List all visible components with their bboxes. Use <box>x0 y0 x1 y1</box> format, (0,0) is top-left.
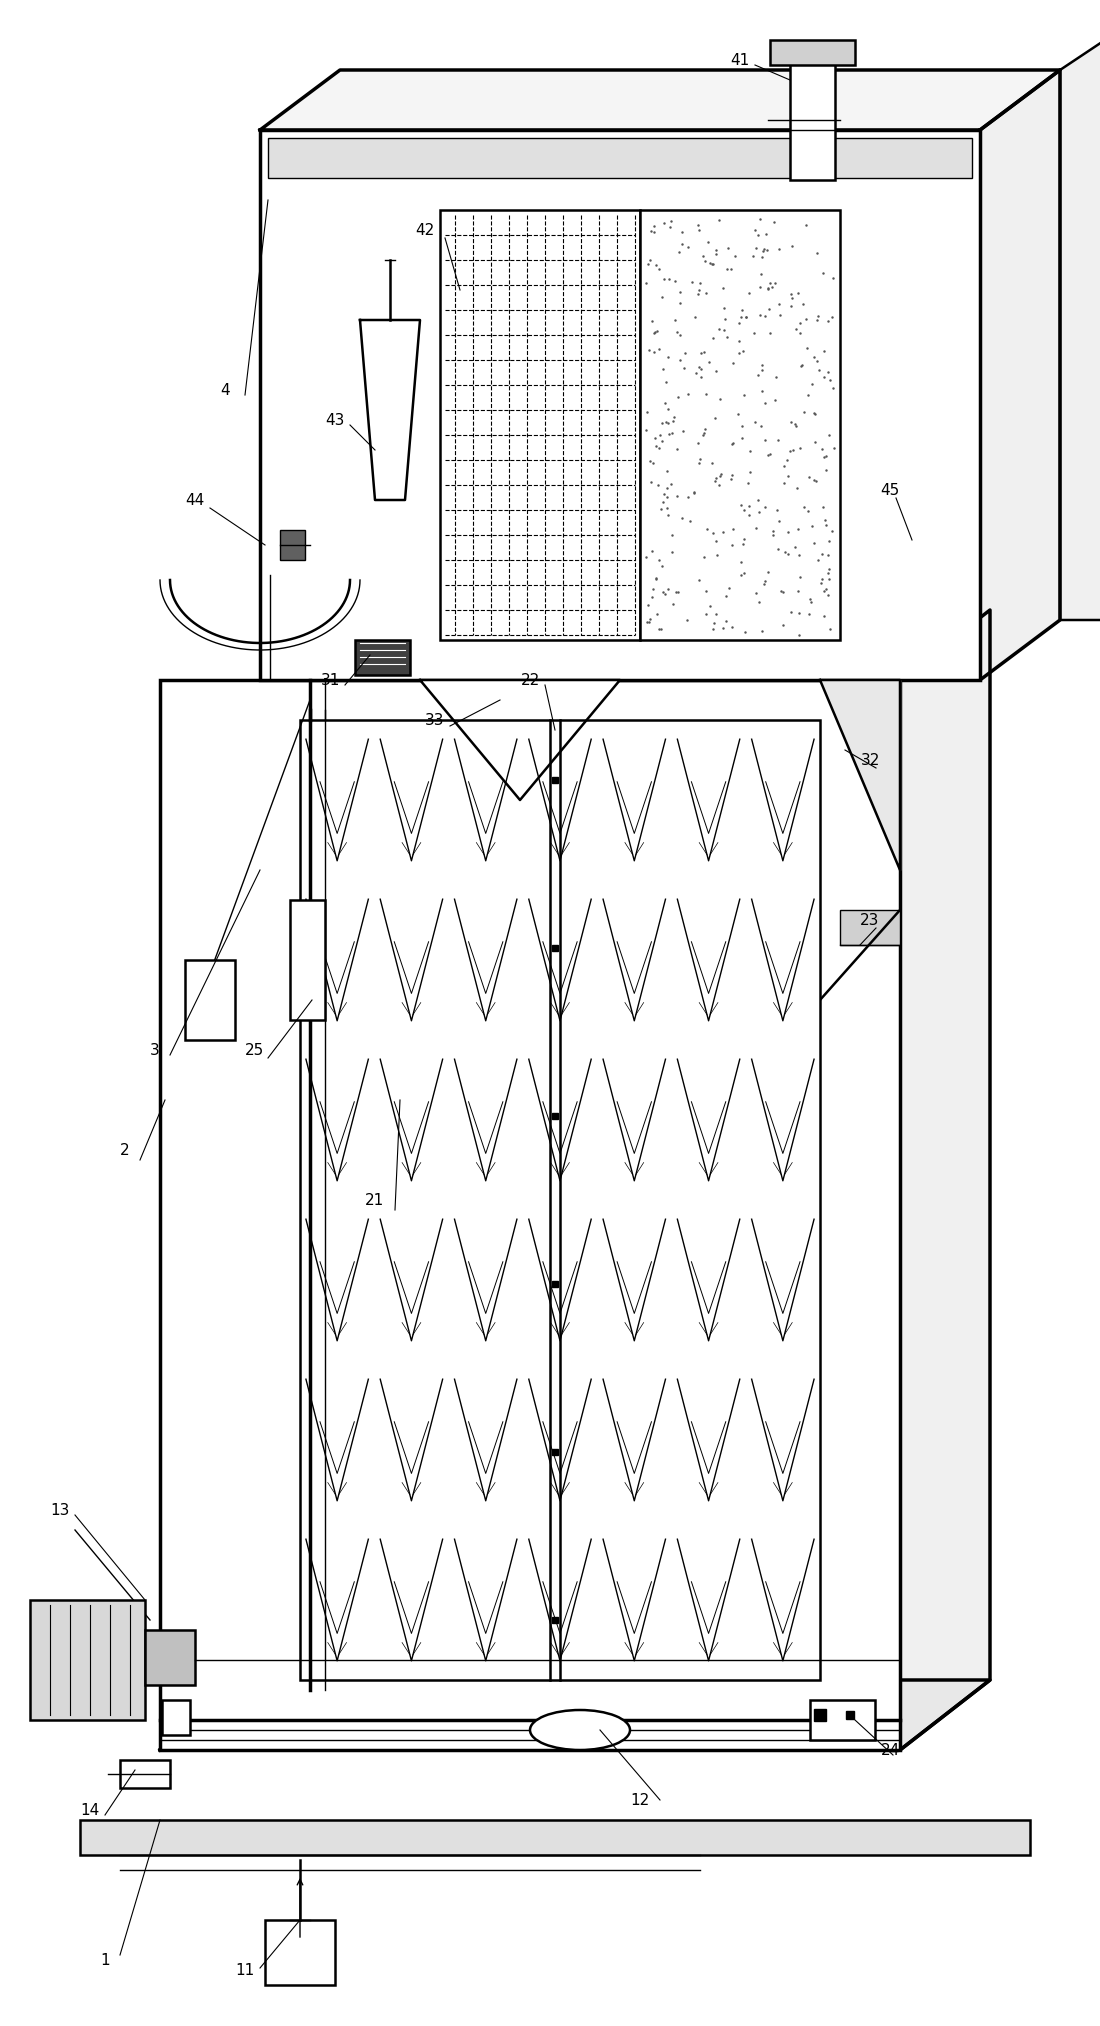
Bar <box>355 640 410 675</box>
Text: 31: 31 <box>320 673 340 687</box>
Text: 33: 33 <box>426 713 444 727</box>
Bar <box>162 1700 190 1734</box>
Polygon shape <box>420 681 620 800</box>
Polygon shape <box>820 681 900 869</box>
Bar <box>810 1700 875 1740</box>
Text: 32: 32 <box>860 752 880 768</box>
Polygon shape <box>1060 30 1100 620</box>
Bar <box>770 41 855 65</box>
Ellipse shape <box>530 1710 630 1750</box>
Bar <box>640 211 840 640</box>
Text: 43: 43 <box>326 413 344 427</box>
Text: 45: 45 <box>880 482 900 498</box>
Text: 22: 22 <box>520 673 540 687</box>
Text: 25: 25 <box>245 1043 265 1058</box>
Text: 13: 13 <box>51 1503 69 1517</box>
Bar <box>185 960 235 1039</box>
Bar <box>265 1921 336 1985</box>
Bar <box>160 681 900 1750</box>
Polygon shape <box>360 320 420 500</box>
Text: 2: 2 <box>120 1143 130 1157</box>
Bar <box>300 719 820 1680</box>
Text: 21: 21 <box>365 1193 385 1207</box>
Text: 4: 4 <box>220 383 230 397</box>
Text: 1: 1 <box>100 1953 110 1967</box>
Bar <box>290 900 324 1019</box>
Bar <box>120 1761 170 1789</box>
Polygon shape <box>260 71 1060 130</box>
Text: 3: 3 <box>150 1043 160 1058</box>
Text: 44: 44 <box>186 492 205 506</box>
Bar <box>80 1819 1030 1856</box>
Bar <box>440 211 640 640</box>
Bar <box>260 130 980 681</box>
Text: 11: 11 <box>235 1963 254 1977</box>
Polygon shape <box>980 71 1060 681</box>
Bar <box>145 1631 195 1686</box>
Polygon shape <box>160 1680 990 1750</box>
Polygon shape <box>900 610 990 1750</box>
Bar <box>30 1601 145 1720</box>
Bar <box>280 531 305 559</box>
Bar <box>268 138 972 178</box>
Text: 23: 23 <box>860 912 880 928</box>
Bar <box>840 910 900 944</box>
Text: 24: 24 <box>880 1742 900 1757</box>
Text: 14: 14 <box>80 1803 100 1817</box>
Text: 12: 12 <box>630 1793 650 1807</box>
Bar <box>790 51 835 180</box>
Text: 41: 41 <box>730 53 749 67</box>
Text: 42: 42 <box>416 223 434 237</box>
